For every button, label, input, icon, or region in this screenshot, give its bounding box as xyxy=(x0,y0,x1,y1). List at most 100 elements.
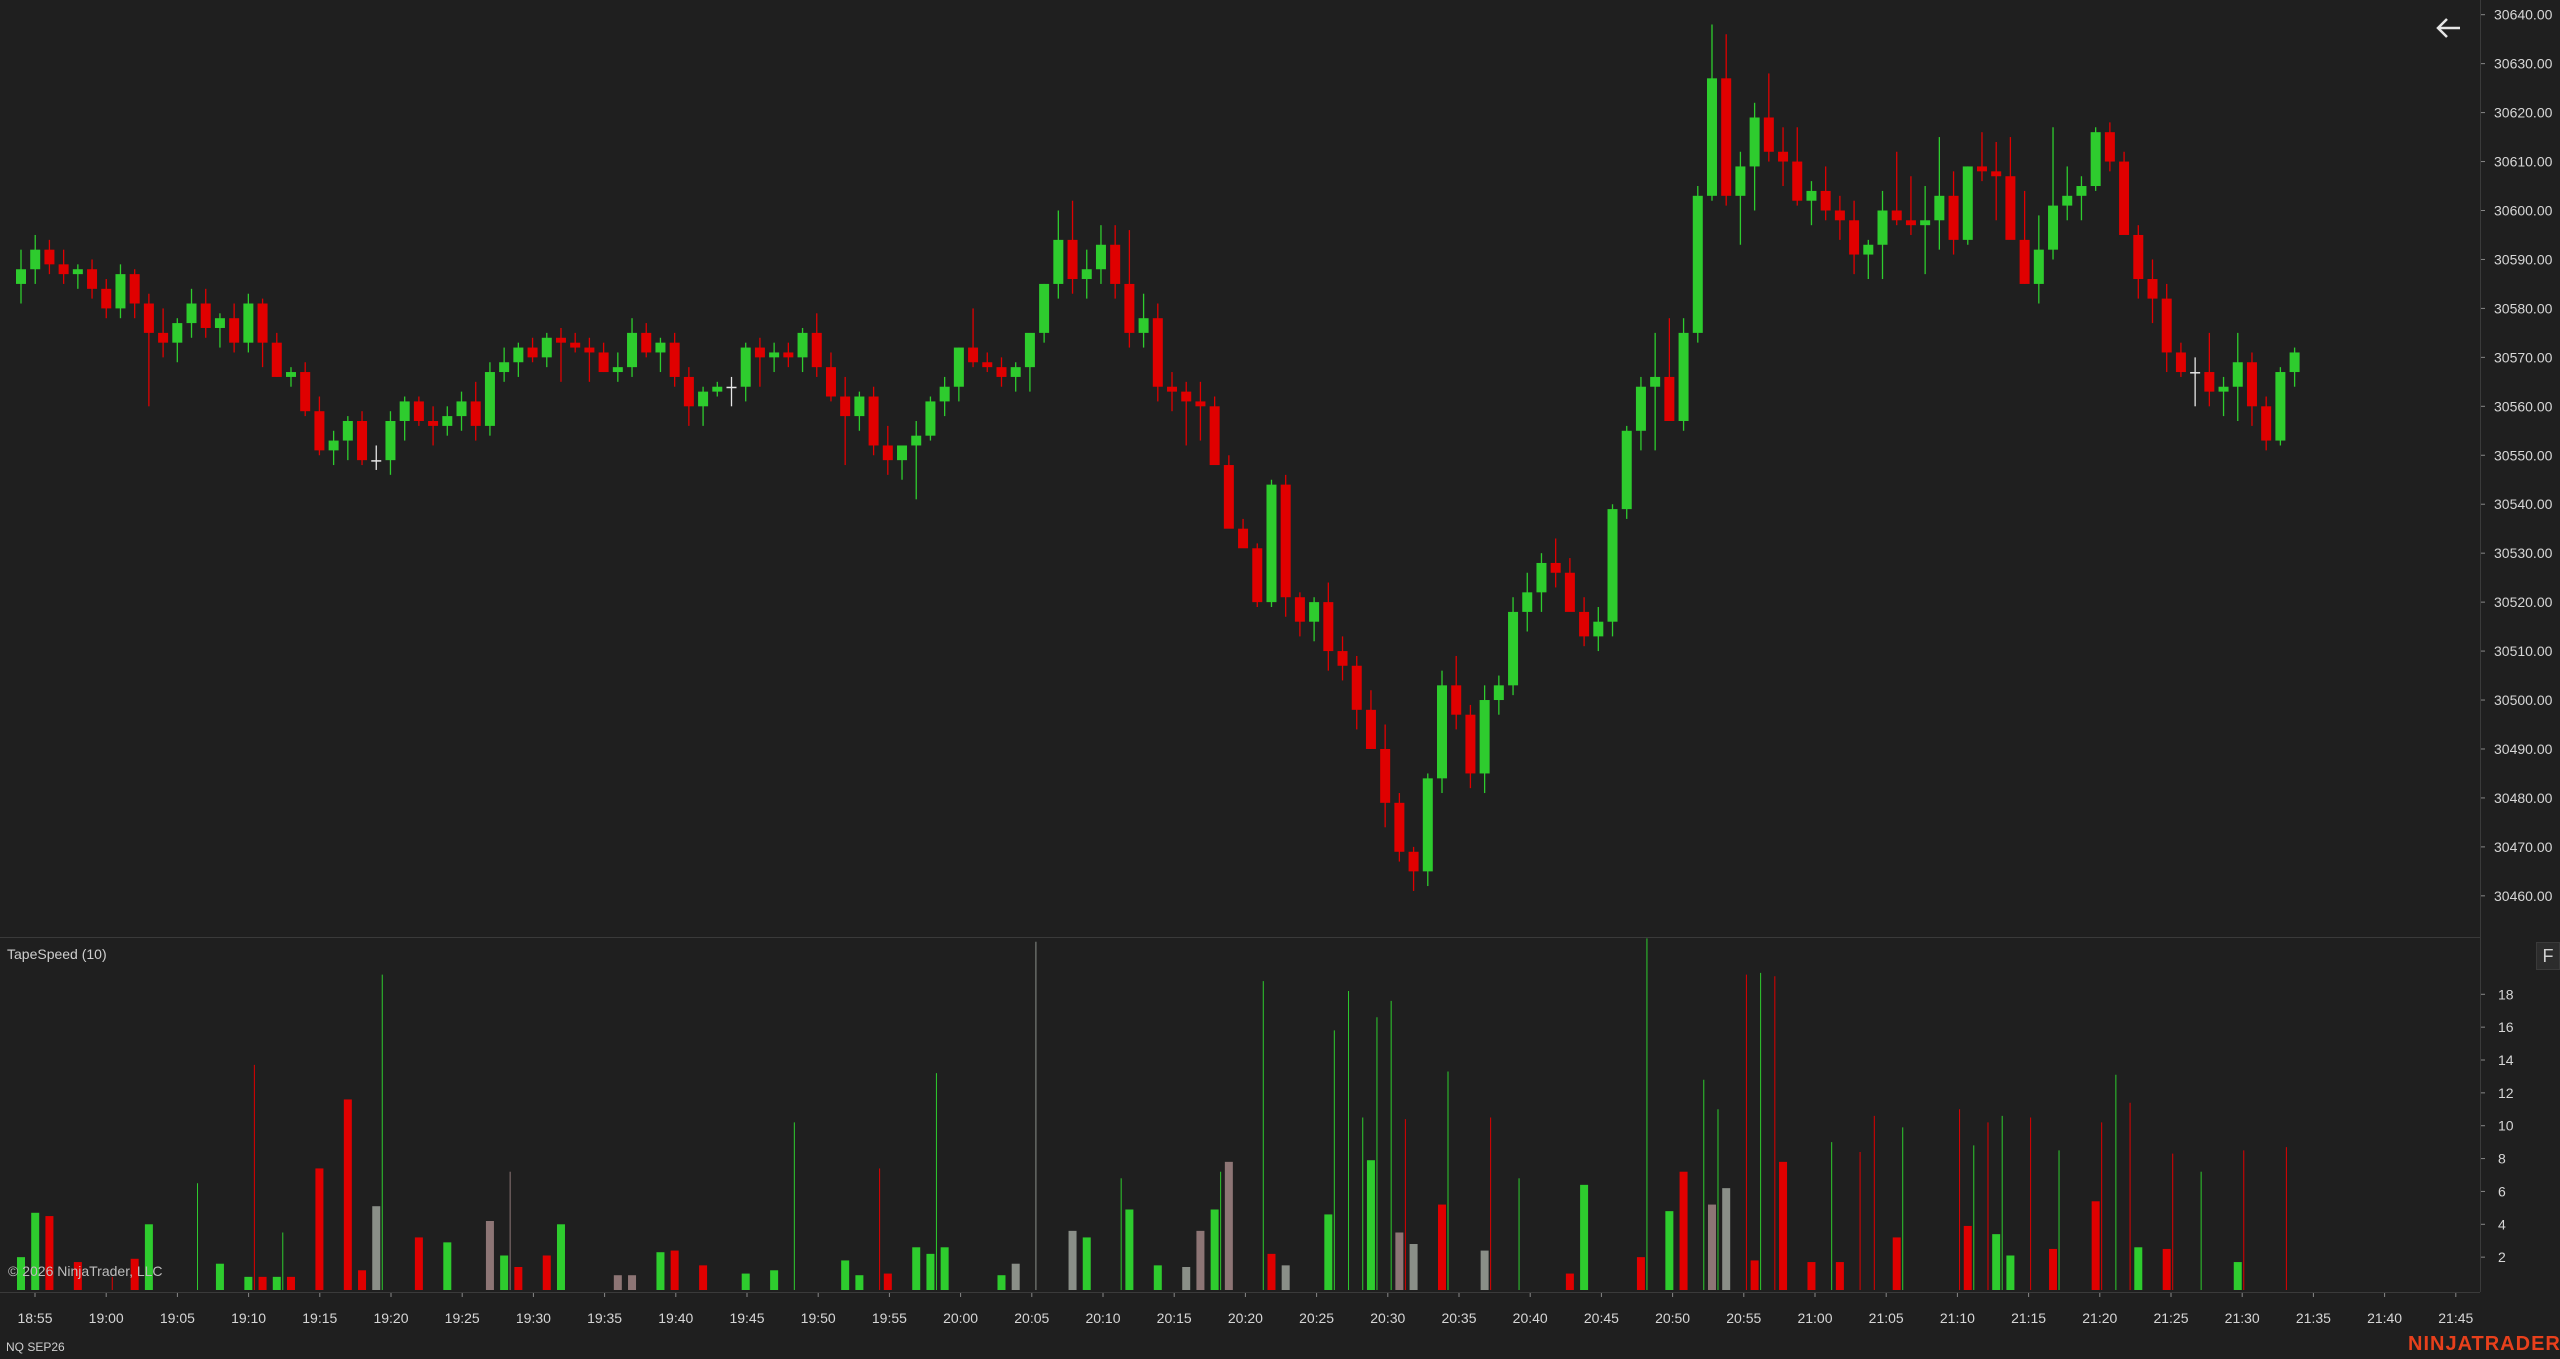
price-tick-label: 30470.00 xyxy=(2494,839,2553,855)
tapespeed-panel[interactable] xyxy=(17,938,2287,1290)
price-axis[interactable]: 30460.00 30470.00 30480.00 30490.00 30500.00… xyxy=(2480,7,2553,904)
time-tick-label: 21:25 xyxy=(2153,1310,2188,1326)
time-tick-label: 19:10 xyxy=(231,1310,266,1326)
candle-body xyxy=(484,372,495,426)
price-tick-label: 30540.00 xyxy=(2494,496,2553,512)
tapespeed-bar xyxy=(741,1273,750,1290)
candle-body xyxy=(1493,685,1504,701)
tapespeed-bar xyxy=(1665,1211,1674,1290)
tapespeed-bar xyxy=(144,1224,153,1290)
tapespeed-bar xyxy=(1281,1265,1290,1290)
candle-body xyxy=(30,249,41,270)
candle-body xyxy=(1607,509,1618,622)
tapespeed-bar xyxy=(656,1252,665,1290)
tapespeed-bar xyxy=(883,1273,892,1290)
time-tick-label: 21:15 xyxy=(2011,1310,2046,1326)
time-tick-label: 19:45 xyxy=(729,1310,764,1326)
candle-body xyxy=(683,376,694,407)
tapespeed-bar xyxy=(1068,1230,1077,1290)
tapespeed-bar xyxy=(414,1237,423,1290)
tapespeed-axis[interactable]: 2 4 6 8 10 12 14 16 18 xyxy=(2480,986,2514,1265)
candle-body xyxy=(1408,851,1419,872)
tapespeed-bar xyxy=(2134,1247,2143,1290)
time-tick-label: 20:10 xyxy=(1085,1310,1120,1326)
candle-body xyxy=(314,411,325,451)
time-tick-label: 19:30 xyxy=(516,1310,551,1326)
candle-body xyxy=(1294,597,1305,622)
candle-body xyxy=(1706,78,1717,196)
tapespeed-bar xyxy=(1892,1237,1901,1290)
candle-body xyxy=(2019,239,2030,284)
arrow-left-icon[interactable] xyxy=(2430,10,2466,46)
tapespeed-bar xyxy=(258,1276,267,1290)
candle-body xyxy=(712,386,723,392)
panel-f-button[interactable]: F xyxy=(2536,942,2560,970)
candle-body xyxy=(1167,386,1178,392)
tapespeed-tick-label: 18 xyxy=(2498,986,2514,1002)
tapespeed-tick-label: 4 xyxy=(2498,1216,2506,1232)
candle-body xyxy=(868,396,879,446)
price-tick-label: 30520.00 xyxy=(2494,594,2553,610)
candle-body xyxy=(285,372,296,377)
candle-body xyxy=(555,337,566,343)
tapespeed-bar xyxy=(1807,1262,1816,1290)
candle-body xyxy=(1451,685,1462,715)
time-tick-label: 20:40 xyxy=(1513,1310,1548,1326)
candle-body xyxy=(1778,151,1789,162)
tapespeed-bar xyxy=(45,1216,54,1290)
time-tick-label: 20:45 xyxy=(1584,1310,1619,1326)
candle-body xyxy=(627,332,638,368)
time-tick-label: 19:00 xyxy=(89,1310,124,1326)
candle-body xyxy=(300,372,311,412)
tapespeed-bar xyxy=(130,1258,139,1290)
candle-body xyxy=(1024,332,1035,368)
candle-body xyxy=(1948,195,1959,240)
candle-body xyxy=(385,420,396,461)
candle-body xyxy=(1976,166,1987,172)
price-tick-label: 30550.00 xyxy=(2494,447,2553,463)
candle-body xyxy=(499,362,510,373)
candle-body xyxy=(2048,205,2059,250)
candle-body xyxy=(811,332,822,368)
candle-body xyxy=(2218,386,2229,392)
price-tick-label: 30580.00 xyxy=(2494,300,2553,316)
candle-body xyxy=(1110,244,1121,284)
price-panel[interactable] xyxy=(16,24,2300,891)
candle-body xyxy=(2204,372,2215,392)
tapespeed-bar xyxy=(17,1257,25,1290)
tapespeed-bar xyxy=(1750,1260,1759,1290)
candle-body xyxy=(1692,195,1703,333)
candle-body xyxy=(1337,651,1348,666)
tapespeed-bar xyxy=(1679,1171,1688,1290)
candle-body xyxy=(1564,572,1575,612)
tapespeed-bar xyxy=(1196,1230,1205,1290)
candle-body xyxy=(186,303,197,324)
candle-body xyxy=(129,274,140,304)
price-tick-label: 30500.00 xyxy=(2494,692,2553,708)
candle-body xyxy=(1124,283,1135,333)
tapespeed-bar xyxy=(1636,1257,1645,1290)
tapespeed-tick-label: 16 xyxy=(2498,1019,2514,1035)
tapespeed-bar xyxy=(514,1267,523,1290)
candle-body xyxy=(1962,166,1973,240)
candle-body xyxy=(1394,802,1405,852)
price-tick-label: 30610.00 xyxy=(2494,154,2553,170)
copyright-text: © 2026 NinjaTrader, LLC xyxy=(8,1263,163,1279)
tapespeed-bar xyxy=(997,1275,1006,1290)
candle-body xyxy=(598,352,609,373)
candle-body xyxy=(1891,210,1902,221)
candle-body xyxy=(1664,376,1675,421)
tapespeed-bar xyxy=(926,1253,935,1290)
time-axis[interactable]: 18:55 19:00 19:05 19:10 19:15 19:20 19:25 19:30… xyxy=(17,1292,2474,1326)
candle-body xyxy=(527,347,538,358)
candle-body xyxy=(1934,195,1945,221)
time-tick-label: 20:05 xyxy=(1014,1310,1049,1326)
instrument-label: NQ SEP26 xyxy=(6,1340,65,1354)
price-tick-label: 30590.00 xyxy=(2494,251,2553,267)
candle-body xyxy=(612,367,623,373)
indicator-label: TapeSpeed (10) xyxy=(7,946,107,962)
candle-body xyxy=(200,303,211,328)
tapespeed-bar xyxy=(1125,1209,1134,1290)
tapespeed-tick-label: 10 xyxy=(2498,1118,2514,1134)
